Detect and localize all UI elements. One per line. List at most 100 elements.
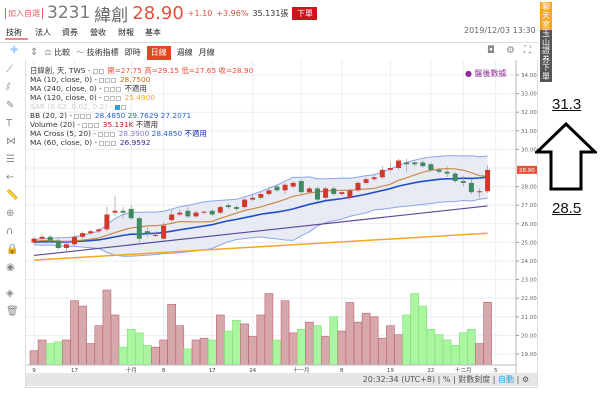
magnet-icon[interactable]: ∩ xyxy=(6,226,14,237)
candle-body xyxy=(55,240,61,248)
volume-bar xyxy=(394,334,403,366)
candle-body xyxy=(136,218,142,239)
y-tick-label: 25.00 xyxy=(521,240,537,246)
y-tick-label: 34.00 xyxy=(521,73,537,79)
settings-icon[interactable]: ⚙ xyxy=(521,375,529,384)
price-change: +1.10 xyxy=(187,8,213,18)
volume-bar xyxy=(313,325,322,366)
legend-ma120-value: 25.4900 xyxy=(124,93,156,102)
candle-body xyxy=(225,205,231,208)
tab-institutional[interactable]: 法人 xyxy=(35,28,51,37)
candle-body xyxy=(444,171,450,174)
candle-body xyxy=(112,210,118,213)
candle-body xyxy=(485,169,491,192)
zoom-icon[interactable]: ⊕ xyxy=(6,208,15,219)
trash-icon[interactable]: 🗑 xyxy=(6,306,19,317)
auto-scale-toggle[interactable]: 自動 xyxy=(498,375,515,384)
candle-body xyxy=(355,182,361,191)
volume-bar xyxy=(240,323,249,366)
candle-body xyxy=(347,190,353,198)
percent-toggle[interactable]: % xyxy=(442,375,451,384)
broker-order-tab[interactable]: 玉山證券下單 xyxy=(540,29,552,82)
candle-body xyxy=(477,191,482,193)
chart-container[interactable]: 34.00 33.00 32.00 31.00 30.00 28.00 27.00 26.00… xyxy=(25,60,538,388)
compare-button[interactable]: ⚖ 比較 xyxy=(44,46,70,60)
candle-type-icon[interactable]: ⇕ xyxy=(30,47,39,58)
volume-bar xyxy=(475,343,484,366)
volume-bar xyxy=(207,339,217,366)
indicators-button[interactable]: 〜 技術指標 xyxy=(76,46,119,60)
tab-technical[interactable]: 技術 xyxy=(6,28,22,37)
candle-body xyxy=(234,207,239,209)
volume-bar xyxy=(102,289,112,366)
parallel-lines-icon[interactable]: ⫽ xyxy=(6,82,11,93)
volume-bar xyxy=(418,305,428,366)
daily-button[interactable]: 日線 xyxy=(146,46,171,60)
up-arrow-icon xyxy=(535,122,597,191)
weekly-button[interactable]: 週線 xyxy=(176,48,193,57)
fullscreen-icon[interactable]: ⛶ xyxy=(524,45,531,56)
tab-basic[interactable]: 基本 xyxy=(145,28,161,37)
legend-ma120: MA (120, close, 0) - xyxy=(30,93,102,102)
fibonacci-icon[interactable]: ☰ xyxy=(6,154,15,165)
indicator-legend: 日緯創, 天, TWS - 開=27.75 高=29.15 低=27.65 收=… xyxy=(30,66,253,147)
crosshair-icon[interactable]: ✚ xyxy=(10,45,19,56)
legend-ma60-value: 26.9592 xyxy=(119,138,151,147)
brush-icon[interactable]: ✎ xyxy=(6,100,15,111)
tab-revenue[interactable]: 營收 xyxy=(90,28,106,37)
tab-financials[interactable]: 財報 xyxy=(118,28,134,37)
log-scale-toggle[interactable]: 對數刻度 xyxy=(458,375,491,384)
volume-bar xyxy=(224,330,233,366)
compare-icon: ⚖ xyxy=(44,48,52,57)
pattern-icon[interactable]: ⋈ xyxy=(6,136,16,147)
trend-line-icon[interactable]: ⟋ xyxy=(6,64,13,75)
stock-price: 28.90 xyxy=(132,2,184,24)
volume-bar xyxy=(402,314,411,366)
candle-body xyxy=(306,188,312,193)
legend-bb-mid: 28.4850 xyxy=(94,111,126,120)
add-favorite-button[interactable]: 加入自選 xyxy=(5,7,43,19)
layers-icon[interactable]: ◈ xyxy=(6,288,14,299)
volume-bar xyxy=(256,314,266,366)
candle-body xyxy=(161,225,167,239)
lock-icon[interactable]: 🔒 xyxy=(6,244,19,255)
stock-code: 3231 xyxy=(47,3,91,23)
volume-bar xyxy=(296,328,306,366)
candle-body xyxy=(31,238,37,243)
candle-body xyxy=(363,179,369,183)
arrow-left-icon[interactable]: ← xyxy=(6,172,15,183)
candle-body xyxy=(169,214,175,221)
annotation-lower-price: 28.5 xyxy=(552,200,582,217)
candle-body xyxy=(39,236,45,239)
y-tick-label: 27.00 xyxy=(521,203,537,209)
candle-body xyxy=(177,212,183,215)
candle-body xyxy=(339,192,345,195)
volume-bar xyxy=(272,339,282,366)
volume-bar xyxy=(135,332,144,366)
camera-icon[interactable]: ◘ xyxy=(487,45,495,56)
legend-ma10-value: 28.7500 xyxy=(119,75,151,84)
candle-body xyxy=(331,188,337,195)
chat-room-tab[interactable]: 聊天室 xyxy=(540,2,552,30)
volume-bar xyxy=(280,300,290,366)
price-chart[interactable]: 34.00 33.00 32.00 31.00 30.00 28.00 27.00 26.00… xyxy=(26,60,539,374)
monthly-button[interactable]: 月線 xyxy=(198,48,215,57)
text-icon[interactable]: T xyxy=(6,118,13,129)
candle-body xyxy=(80,233,86,237)
y-tick-label: 30.00 xyxy=(521,147,537,153)
ma60-line xyxy=(33,205,488,257)
legend-main: 日緯創, 天, TWS - xyxy=(30,66,91,75)
tab-margin[interactable]: 資券 xyxy=(62,28,78,37)
y-tick-label: 20.00 xyxy=(521,333,537,339)
candle-body xyxy=(120,210,126,213)
candle-body xyxy=(185,210,191,217)
candle-body xyxy=(258,194,264,198)
gear-icon[interactable]: ⚙ xyxy=(506,45,515,56)
candle-body xyxy=(96,229,102,232)
y-tick-label: 31.00 xyxy=(521,129,537,135)
eye-icon[interactable]: ◉ xyxy=(6,262,15,273)
realtime-button[interactable]: 即時 xyxy=(124,48,141,57)
ruler-icon[interactable]: 📏 xyxy=(6,190,19,201)
volume-bar xyxy=(467,328,476,366)
order-button[interactable]: 下單 xyxy=(292,6,318,20)
